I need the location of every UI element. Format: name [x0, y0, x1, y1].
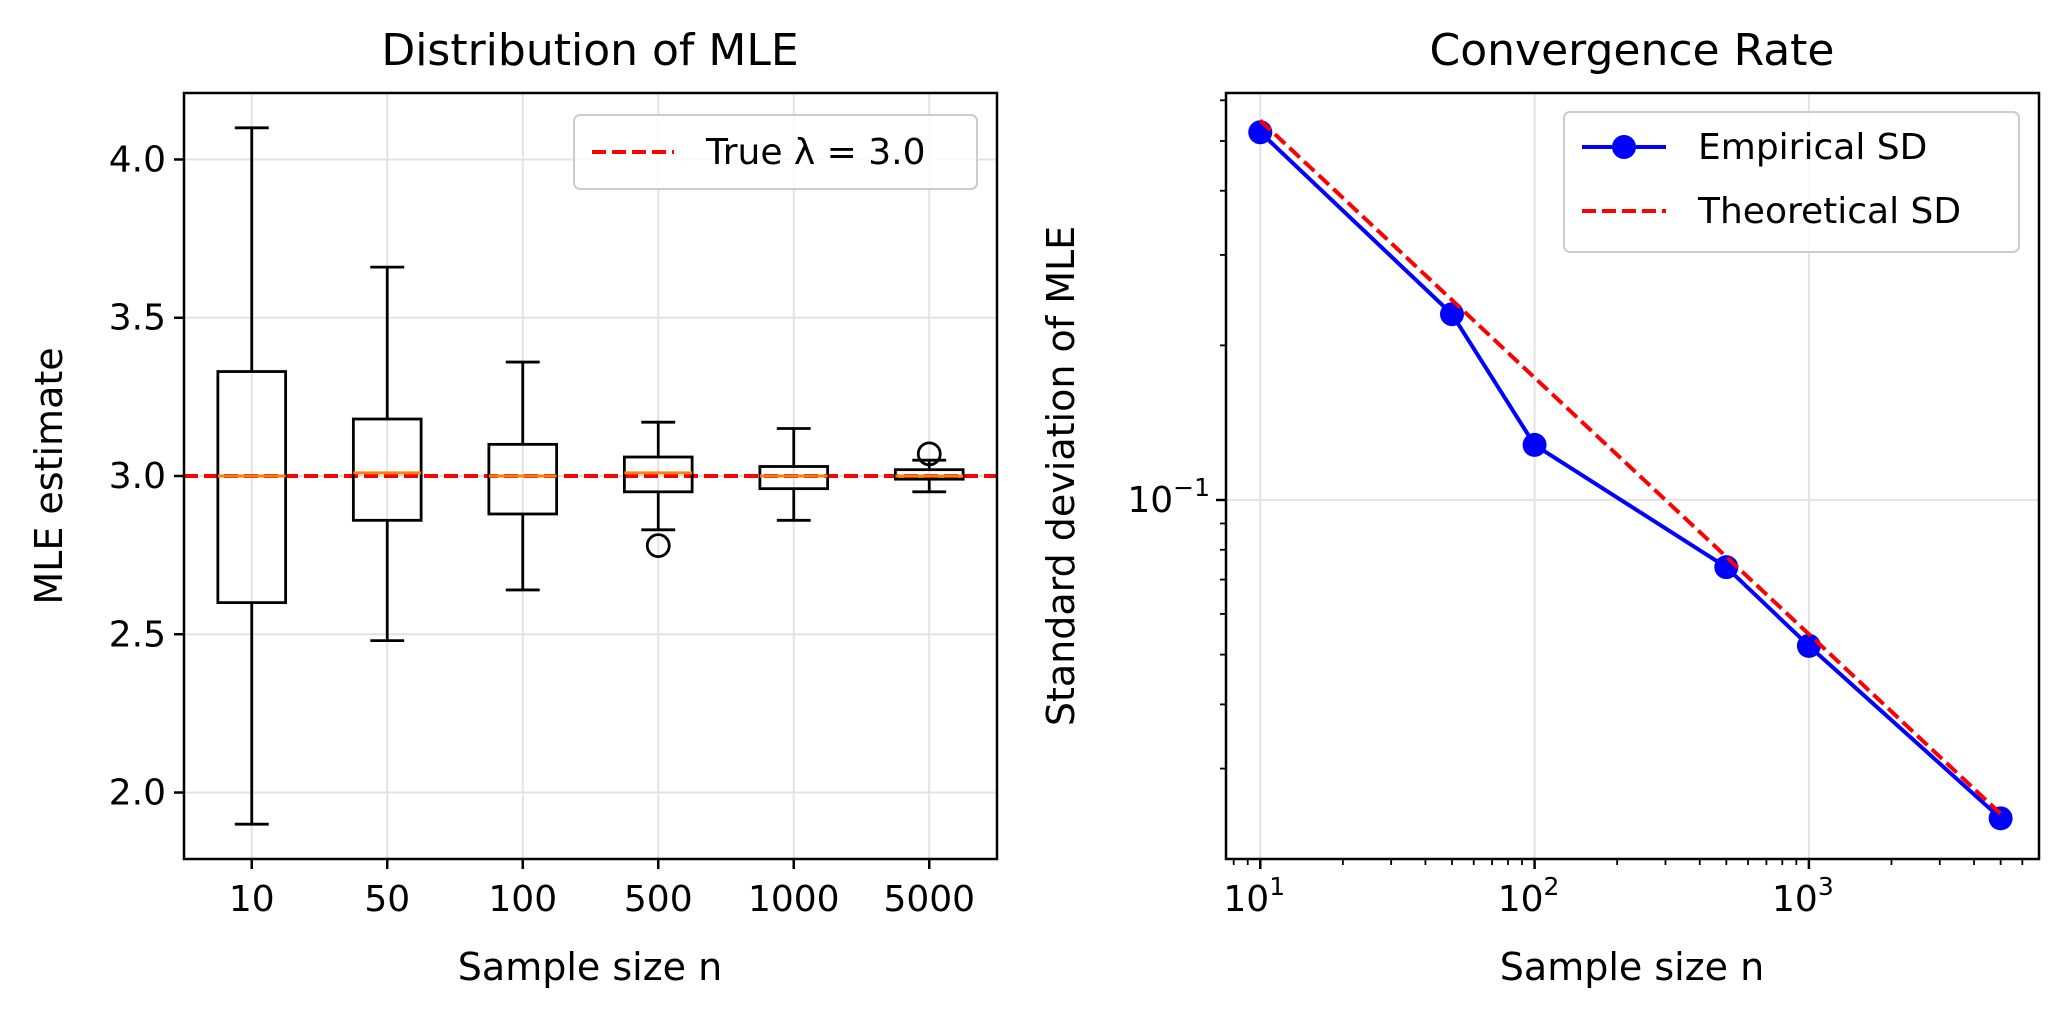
series-line-theoretical: [1258, 119, 2002, 816]
legend-box-right: [1563, 111, 2020, 253]
chart-title-distribution: Distribution of MLE: [381, 25, 798, 76]
legend-label-theoretical: Theoretical SD: [1697, 191, 1961, 232]
box-5000: [893, 441, 965, 494]
convergence-rate-panel: Convergence Rate 101 102 103 10−1 Sample s…: [1039, 25, 2041, 989]
y-axis-label-right: Standard deviation of MLE: [1039, 226, 1083, 726]
data-point-empirical: [1988, 806, 2013, 831]
box-series: [216, 126, 965, 826]
box-500: [622, 420, 694, 559]
x-tick-label: 102: [1498, 872, 1560, 920]
data-point-empirical: [1522, 432, 1547, 457]
x-tick-label: 50: [364, 879, 410, 920]
x-tick-label: 500: [624, 879, 693, 920]
box-50: [351, 265, 423, 642]
data-point-empirical: [1796, 633, 1821, 658]
box-10: [216, 126, 288, 826]
plot-frame-right: [1224, 91, 2041, 861]
data-point-empirical: [1248, 120, 1273, 145]
y-axis-label-left: MLE estimate: [27, 347, 71, 604]
legend-box-left: [573, 114, 978, 190]
outlier-point: [916, 441, 942, 467]
x-axis-label-right: Sample size n: [1500, 945, 1764, 989]
y-tick-label: 3.5: [109, 298, 166, 339]
box-iqr: [351, 417, 423, 522]
x-tick-label: 100: [488, 879, 557, 920]
x-tick-label: 103: [1772, 872, 1834, 920]
chart-title-convergence: Convergence Rate: [1430, 25, 1835, 76]
y-tick-label: 2.5: [109, 614, 166, 655]
x-axis-ticks: 101 102 103: [1223, 859, 2024, 920]
y-axis-ticks: 10−1: [1127, 99, 1226, 770]
series-line-empirical: [1258, 130, 2002, 820]
y-tick-label: 3.0: [109, 456, 166, 497]
x-tick-label: 101: [1223, 872, 1285, 920]
x-tick-label: 1000: [748, 879, 840, 920]
legend-label-empirical: Empirical SD: [1698, 127, 1927, 168]
y-tick-label: 4.0: [109, 139, 166, 180]
y-axis-ticks: 2.0 2.5 3.0 3.5 4.0: [109, 139, 184, 814]
legend-marker-empirical: [1612, 135, 1636, 159]
y-tick-label: 2.0: [109, 773, 166, 814]
box-1000: [758, 427, 830, 522]
x-tick-label: 10: [229, 879, 275, 920]
box-100: [487, 360, 559, 592]
box-iqr: [758, 465, 830, 491]
x-tick-label: 5000: [883, 879, 975, 920]
x-axis-ticks: 10 50 100 500 1000 5000: [229, 859, 975, 920]
x-axis-label-left: Sample size n: [458, 945, 722, 989]
box-iqr: [893, 468, 965, 481]
box-iqr: [622, 455, 694, 494]
box-iqr: [487, 442, 559, 516]
legend-left: True λ = 3.0: [573, 114, 978, 190]
line-series: [1248, 119, 2013, 831]
legend-label-true-lambda: True λ = 3.0: [705, 132, 926, 173]
legend-right: Empirical SD Theoretical SD: [1563, 111, 2020, 253]
gridlines: [1226, 93, 2039, 859]
outlier-point: [645, 533, 671, 559]
mle-distribution-panel: Distribution of MLE 2.0 2.5 3.0 3.5 4.0 10 50…: [27, 25, 999, 989]
y-tick-label: 10−1: [1127, 473, 1210, 521]
box-iqr: [216, 370, 288, 605]
